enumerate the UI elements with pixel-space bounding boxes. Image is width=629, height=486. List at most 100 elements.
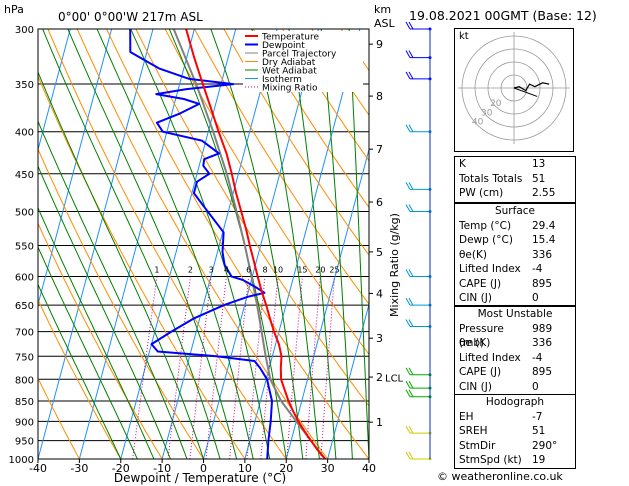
wind-barb-flag	[408, 182, 414, 190]
wind-barb-flag	[408, 50, 414, 58]
index-row: K 13	[455, 157, 575, 172]
index-value: 0	[532, 380, 539, 393]
index-value: 29.4	[532, 219, 556, 232]
pressure-tick-label: 700	[15, 328, 34, 339]
wind-barb-flag	[405, 21, 411, 30]
index-row: StmSpd (kt) 19	[455, 453, 575, 468]
wind-barb-flag	[405, 367, 411, 376]
index-label: Temp (°C)	[459, 219, 512, 232]
index-row: Dewp (°C) 15.4	[455, 233, 575, 248]
isotherm	[327, 302, 369, 459]
hodograph-ring-label: 40	[472, 117, 484, 127]
isotherm	[244, 29, 361, 459]
wet-adiabat	[38, 120, 188, 459]
wind-barbs	[405, 21, 432, 461]
index-row: Lifted Index -4	[455, 351, 575, 366]
x-tick-label: -40	[29, 462, 47, 475]
profile-lines	[129, 29, 326, 459]
index-row: Pressure (mb) 989	[455, 322, 575, 350]
km-tick-label: 1	[376, 416, 383, 429]
km-tick-label: 4	[376, 287, 383, 300]
mixing-ratio-label: 4	[224, 266, 229, 275]
mixing-ratio-label: 2	[188, 266, 193, 275]
index-label: EH	[459, 410, 474, 423]
legend-entry: Temperature	[261, 33, 319, 43]
wind-barb-flag	[405, 204, 411, 212]
wet-adiabat	[38, 165, 171, 459]
km-tick-label: 5	[376, 246, 383, 259]
wind-barb-flag	[405, 71, 411, 80]
wet-adiabat	[38, 70, 204, 459]
index-row: Temp (°C) 29.4	[455, 219, 575, 234]
wind-barb-flag	[408, 297, 414, 306]
x-tick-label: 0	[200, 462, 207, 475]
index-row: PW (cm) 2.55	[455, 186, 575, 201]
x-tick-label: 10	[238, 462, 252, 475]
index-row: CIN (J) 0	[455, 291, 575, 306]
legend-entry: Parcel Trajectory	[262, 50, 337, 60]
km-tick-label: 8	[376, 90, 383, 103]
km-tick-label: 2	[376, 371, 383, 384]
mixing-ratio-label: 10	[273, 266, 283, 275]
hodograph-ring-label: 20	[490, 99, 502, 109]
pressure-tick-label: 450	[15, 170, 34, 181]
wind-barb-flag	[405, 389, 411, 397]
surface-panel: Surface Temp (°C) 29.4 Dewp (°C) 15.4 θe(K) 3…	[454, 203, 576, 306]
wind-barb-flag	[408, 124, 414, 132]
pressure-tick-label: 900	[15, 417, 34, 428]
index-label: Lifted Index	[459, 263, 521, 275]
isotherm	[161, 29, 278, 459]
wet-adiabat	[320, 29, 353, 459]
axes: 1 2 3 4 6 8 10 15 20 2530035040045050055060065070…	[9, 25, 404, 475]
index-value: 336	[532, 337, 553, 349]
hodograph-unit-label: kt	[459, 31, 469, 42]
index-label: Lifted Index	[459, 351, 521, 364]
wind-barb-flag	[408, 425, 414, 434]
parcel-trajectory	[172, 29, 326, 459]
grid-lines	[38, 29, 369, 459]
wet-adiabat	[251, 29, 320, 459]
temperature-profile	[185, 29, 326, 459]
x-tick-label: -10	[153, 462, 171, 475]
index-row: SREH 51	[455, 424, 575, 439]
pressure-tick-label: 350	[15, 80, 34, 91]
mixing-ratio-label: 6	[246, 266, 251, 275]
basic-indices-panel: K 13 Totals Totals 51 PW (cm) 2.55	[454, 156, 576, 203]
asl-unit-label: ASL	[374, 17, 396, 30]
pressure-tick-label: 300	[15, 25, 34, 36]
wind-barb-flag	[405, 297, 411, 306]
mixing-ratio-line	[305, 276, 321, 459]
x-tick-label: -20	[112, 462, 130, 475]
wet-adiabat	[348, 29, 369, 459]
index-label: CAPE (J)	[459, 277, 502, 290]
isotherm	[78, 29, 195, 459]
index-label: PW (cm)	[459, 187, 504, 199]
dry-adiabat	[47, 29, 287, 459]
dry-adiabat	[223, 29, 369, 257]
wind-barb-flag	[408, 21, 414, 30]
wet-adiabat	[38, 245, 138, 459]
dry-adiabat	[38, 222, 163, 459]
index-value: 15.4	[532, 234, 556, 246]
mixing-ratio-label: 1	[154, 266, 159, 275]
wet-adiabat	[130, 29, 271, 459]
x-tick-label: -30	[70, 462, 88, 475]
index-value: 13	[532, 158, 546, 170]
pressure-tick-label: 650	[15, 301, 34, 312]
dry-adiabat	[38, 147, 204, 459]
wind-barb-flag	[405, 319, 411, 327]
index-value: 989	[532, 322, 553, 335]
pressure-tick-label: 550	[15, 241, 34, 252]
wind-barb-flag	[405, 269, 411, 277]
dry-adiabat	[282, 29, 369, 162]
index-label: CIN (J)	[459, 292, 492, 304]
x-tick-label: 40	[362, 462, 376, 475]
isotherm	[38, 29, 71, 152]
wet-adiabat	[210, 29, 304, 459]
mixing-ratio-line	[246, 276, 266, 459]
index-row: CAPE (J) 895	[455, 365, 575, 380]
wind-barb-flag	[408, 367, 414, 376]
km-tick-label: 9	[376, 38, 383, 51]
mixing-ratio-label: 8	[262, 266, 267, 275]
